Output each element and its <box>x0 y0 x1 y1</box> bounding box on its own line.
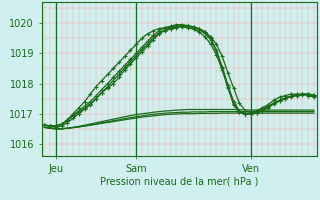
X-axis label: Pression niveau de la mer( hPa ): Pression niveau de la mer( hPa ) <box>100 176 258 186</box>
